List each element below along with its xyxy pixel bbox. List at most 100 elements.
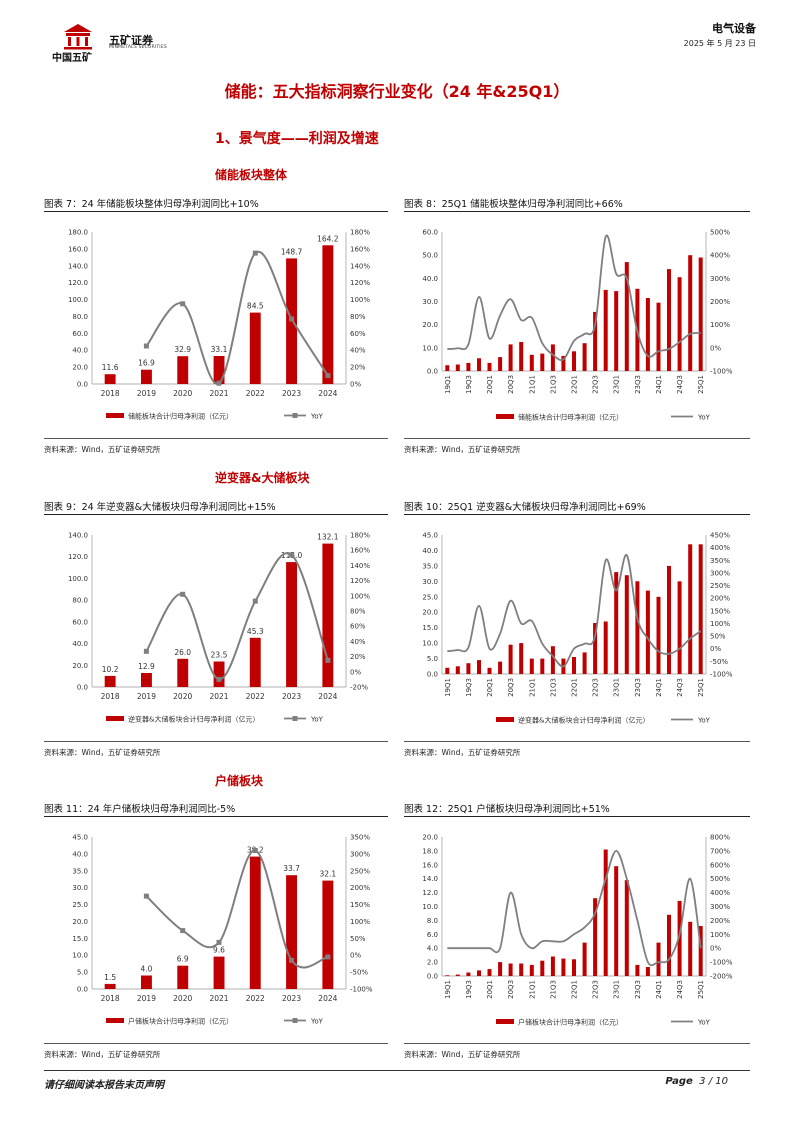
chart-quarterly-overall: 0.0 10.0 20.0 30.0 40.0 50.0 60.0 -100% 0% 100% 20…	[422, 229, 732, 422]
x-tick-label: 24Q3	[676, 375, 684, 394]
y2-tick-label: 200%	[710, 595, 730, 603]
x-tick-label: 19Q1	[444, 980, 452, 999]
legend-line-label: YoY	[697, 717, 711, 725]
bar	[667, 269, 671, 371]
y2-tick-label: 140%	[350, 262, 370, 270]
y2-tick-label: 200%	[350, 884, 370, 892]
bar	[445, 975, 450, 976]
bar	[177, 965, 189, 989]
bar-value-label: 32.9	[174, 345, 191, 354]
y-tick-label: 14.0	[422, 875, 438, 883]
x-tick-label: 2024	[318, 692, 337, 701]
bar	[550, 646, 555, 674]
bar	[249, 312, 261, 384]
y2-tick-label: -100%	[710, 959, 733, 967]
bar	[445, 667, 450, 674]
y2-tick-label: 700%	[710, 847, 730, 855]
y2-tick-label: 600%	[710, 861, 730, 869]
source-note: 资料来源：Wind，五矿证券研究所	[44, 1050, 161, 1059]
figure-caption-9: 图表 9：24 年逆变器&大储板块归母净利润同比+15%	[44, 502, 276, 513]
yoy-line	[447, 554, 702, 668]
legend-line-label: YoY	[310, 716, 324, 724]
x-tick-label: 24Q3	[676, 980, 684, 999]
y-tick-label: 5.0	[427, 655, 438, 663]
bar	[614, 291, 619, 371]
bar	[550, 956, 555, 976]
y2-tick-label: 0%	[350, 381, 361, 389]
y-tick-label: 40.0	[422, 547, 438, 555]
bar	[466, 663, 471, 674]
subsection-title-household: 户储板块	[215, 774, 264, 788]
bar	[286, 562, 297, 687]
bar	[645, 967, 650, 976]
legend-bar-label: 逆变器&大储板块合计归母净利润（亿元）	[518, 716, 649, 725]
bar	[498, 357, 503, 371]
bar	[688, 544, 693, 674]
y-tick-label: 30.0	[422, 578, 438, 586]
bar-value-label: 45.3	[247, 627, 264, 636]
y2-tick-label: 0%	[710, 645, 721, 653]
y-tick-label: 35.0	[72, 867, 88, 875]
bar-value-label: 1.5	[104, 973, 116, 982]
legend-bar-swatch	[496, 414, 514, 419]
y2-tick-label: 450%	[710, 532, 730, 540]
bar	[540, 960, 545, 976]
bar-value-label: 10.2	[102, 665, 119, 674]
yoy-marker	[143, 343, 149, 349]
x-tick-label: 21Q3	[549, 678, 557, 697]
y-tick-label: 120.0	[68, 279, 88, 287]
x-tick-label: 24Q1	[655, 980, 663, 999]
yoy-marker	[216, 676, 222, 682]
y2-tick-label: 40%	[350, 347, 366, 355]
report-date: 2025 年 5 月 23 日	[683, 39, 756, 48]
y-tick-label: 100.0	[68, 296, 88, 304]
bar	[572, 351, 576, 371]
figure-caption-11: 图表 11：24 年户储板块归母净利润同比-5%	[44, 804, 236, 815]
bar	[614, 572, 619, 674]
y-tick-label: 0.0	[427, 671, 438, 679]
x-tick-label: 22Q3	[592, 980, 600, 999]
x-tick-label: 20Q3	[507, 980, 515, 999]
y-tick-label: 30.0	[422, 298, 438, 306]
x-tick-label: 24Q1	[655, 678, 663, 697]
y2-tick-label: 160%	[350, 245, 370, 253]
x-tick-label: 2023	[282, 994, 301, 1003]
y2-tick-label: 250%	[350, 867, 370, 875]
y-tick-label: 15.0	[72, 935, 88, 943]
figure-caption-8: 图表 8：25Q1 储能板块整体归母净利润同比+66%	[404, 199, 623, 210]
source-note: 资料来源：Wind，五矿证券研究所	[404, 445, 521, 454]
bar	[487, 667, 492, 674]
x-tick-label: 19Q1	[444, 678, 452, 697]
y-tick-label: 80.0	[72, 597, 88, 605]
bar	[645, 298, 650, 371]
x-tick-label: 24Q1	[655, 375, 663, 394]
y-tick-label: 10.0	[422, 640, 438, 648]
x-tick-label: 2020	[173, 994, 192, 1003]
y-tick-label: 12.0	[422, 889, 438, 897]
y-tick-label: 10.0	[422, 344, 438, 352]
y-tick-label: 35.0	[422, 562, 438, 570]
x-tick-label: 20Q1	[486, 375, 494, 394]
x-tick-label: 23Q1	[613, 678, 621, 697]
x-tick-label: 22Q3	[592, 375, 600, 394]
bar	[656, 302, 661, 371]
x-tick-label: 23Q1	[613, 980, 621, 999]
y-tick-label: 20.0	[72, 364, 88, 372]
y2-tick-label: 800%	[710, 834, 730, 842]
bar	[656, 596, 661, 674]
bar	[603, 289, 608, 371]
legend-line-label: YoY	[310, 413, 324, 421]
yoy-marker	[252, 598, 258, 604]
yoy-marker	[289, 552, 295, 558]
x-tick-label: 23Q3	[634, 678, 642, 697]
y2-tick-label: 0%	[350, 952, 361, 960]
bar-value-label: 26.0	[174, 648, 191, 657]
disclaimer-note: 请仔细阅读本报告末页声明	[44, 1080, 164, 1091]
y2-tick-label: 300%	[710, 903, 730, 911]
x-tick-label: 23Q1	[613, 375, 621, 394]
x-tick-label: 25Q1	[697, 375, 705, 394]
x-tick-label: 2019	[137, 994, 156, 1003]
x-tick-label: 2021	[209, 389, 228, 398]
bar	[698, 544, 703, 674]
yoy-marker	[252, 250, 258, 256]
